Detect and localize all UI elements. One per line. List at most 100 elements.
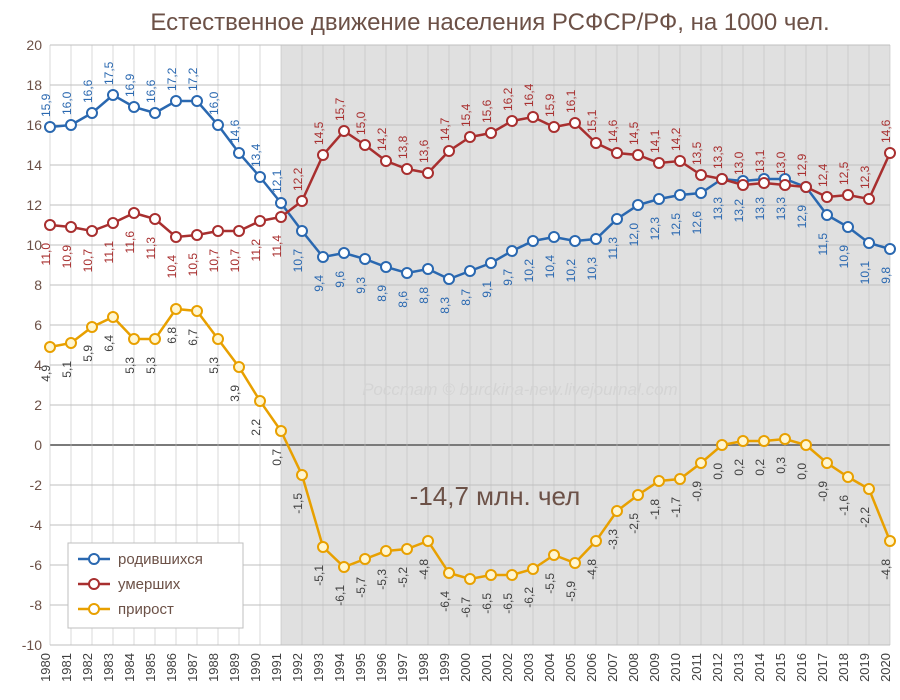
marker-deaths (822, 192, 832, 202)
marker-growth (843, 472, 853, 482)
x-tick-label: 2005 (563, 653, 578, 682)
marker-deaths (654, 158, 664, 168)
value-label-births: 16,0 (60, 91, 74, 115)
value-label-births: 10,3 (585, 257, 599, 281)
x-tick-label: 2016 (794, 653, 809, 682)
x-tick-label: 2010 (668, 653, 683, 682)
value-label-births: 13,2 (732, 199, 746, 223)
x-tick-label: 2009 (647, 653, 662, 682)
value-label-growth: 0,3 (774, 457, 788, 474)
marker-deaths (633, 150, 643, 160)
marker-births (402, 268, 412, 278)
marker-growth (213, 334, 223, 344)
chart-title: Естественное движение населения РСФСР/РФ… (150, 9, 829, 36)
marker-growth (612, 506, 622, 516)
marker-births (276, 198, 286, 208)
marker-births (675, 190, 685, 200)
x-tick-label: 1998 (416, 653, 431, 682)
marker-growth (360, 554, 370, 564)
value-label-growth: -1,6 (837, 495, 851, 516)
marker-deaths (549, 122, 559, 132)
marker-births (150, 108, 160, 118)
value-label-growth: -2,5 (627, 513, 641, 534)
x-tick-label: 2006 (584, 653, 599, 682)
marker-growth (507, 570, 517, 580)
marker-growth (696, 458, 706, 468)
value-label-deaths: 11,1 (102, 241, 116, 264)
value-label-deaths: 14,2 (375, 127, 389, 151)
value-label-births: 13,4 (249, 143, 263, 167)
value-label-growth: -6,2 (522, 587, 536, 608)
marker-growth (297, 470, 307, 480)
value-label-births: 8,8 (417, 287, 431, 304)
value-label-births: 10,2 (564, 259, 578, 283)
marker-deaths (465, 132, 475, 142)
marker-growth (633, 490, 643, 500)
value-label-births: 8,7 (459, 289, 473, 306)
marker-births (612, 214, 622, 224)
value-label-births: 9,8 (879, 267, 893, 284)
value-label-births: 9,6 (333, 271, 347, 288)
value-label-deaths: 10,7 (207, 249, 221, 273)
center-label: -14,7 млн. чел (410, 481, 581, 511)
marker-growth (444, 568, 454, 578)
marker-births (318, 252, 328, 262)
value-label-deaths: 16,2 (501, 87, 515, 111)
value-label-births: 16,9 (123, 73, 137, 97)
value-label-growth: -6,5 (501, 593, 515, 614)
marker-growth (234, 362, 244, 372)
value-label-deaths: 13,0 (774, 151, 788, 175)
value-label-deaths: 13,5 (690, 141, 704, 165)
marker-growth (381, 546, 391, 556)
marker-growth (717, 440, 727, 450)
x-tick-label: 1980 (38, 653, 53, 682)
x-tick-label: 2017 (815, 653, 830, 682)
x-tick-label: 2015 (773, 653, 788, 682)
value-label-deaths: 15,6 (480, 99, 494, 123)
value-label-growth: 6,8 (165, 327, 179, 344)
x-tick-label: 1993 (311, 653, 326, 682)
marker-growth (192, 306, 202, 316)
x-tick-label: 1994 (332, 653, 347, 682)
value-label-deaths: 12,3 (858, 165, 872, 189)
marker-growth (738, 436, 748, 446)
x-tick-label: 2020 (878, 653, 893, 682)
y-tick-label: -8 (30, 597, 43, 613)
x-tick-label: 1988 (206, 653, 221, 682)
marker-births (129, 102, 139, 112)
value-label-growth: -4,8 (585, 559, 599, 580)
y-tick-label: 12 (26, 197, 42, 213)
value-label-deaths: 12,2 (291, 167, 305, 191)
x-tick-label: 1984 (122, 653, 137, 682)
marker-deaths (591, 138, 601, 148)
value-label-deaths: 14,5 (627, 121, 641, 145)
x-tick-label: 1987 (185, 653, 200, 682)
value-label-births: 12,5 (669, 213, 683, 237)
value-label-growth: -5,1 (312, 565, 326, 586)
x-tick-label: 2001 (479, 653, 494, 682)
value-label-births: 13,3 (774, 197, 788, 221)
value-label-growth: -1,7 (669, 497, 683, 518)
value-label-births: 9,7 (501, 269, 515, 286)
value-label-growth: 0,0 (711, 463, 725, 480)
legend-label: родившихся (118, 551, 203, 568)
marker-deaths (402, 164, 412, 174)
value-label-births: 9,4 (312, 275, 326, 292)
value-label-growth: -2,2 (858, 507, 872, 528)
y-tick-label: -2 (30, 477, 43, 493)
value-label-growth: -0,9 (690, 481, 704, 502)
marker-births (864, 238, 874, 248)
marker-births (444, 274, 454, 284)
marker-deaths (843, 190, 853, 200)
value-label-births: 14,6 (228, 119, 242, 143)
marker-deaths (864, 194, 874, 204)
value-label-growth: 3,9 (228, 385, 242, 402)
marker-growth (822, 458, 832, 468)
value-label-deaths: 15,7 (333, 97, 347, 121)
population-chart: -10-8-6-4-202468101214161820198019811982… (0, 0, 900, 700)
marker-growth (45, 342, 55, 352)
value-label-births: 16,0 (207, 91, 221, 115)
value-label-deaths: 13,8 (396, 135, 410, 159)
marker-deaths (759, 178, 769, 188)
value-label-growth: 6,4 (102, 335, 116, 352)
